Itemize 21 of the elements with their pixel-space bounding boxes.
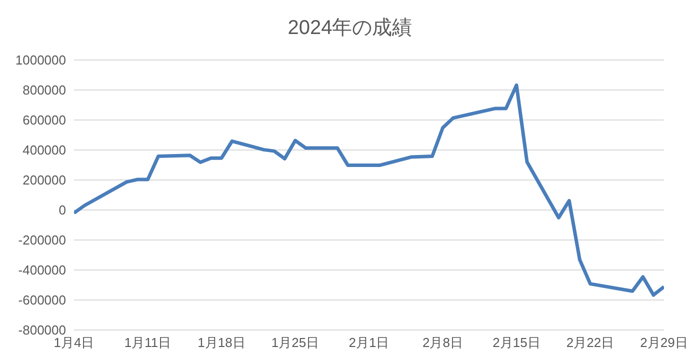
x-tick-label: 1月4日 — [54, 335, 94, 350]
y-tick-label: -600000 — [18, 292, 66, 308]
x-tick-label: 2月22日 — [566, 335, 614, 350]
line-series — [74, 83, 664, 297]
y-tick-label: 800000 — [22, 82, 66, 98]
x-tick-label: 1月11日 — [124, 335, 172, 350]
x-tick-label: 2月15日 — [492, 335, 540, 350]
x-tick-label: 2月1日 — [348, 335, 390, 350]
y-tick-label: -800000 — [18, 322, 66, 338]
chart-title: 2024年の成績 — [286, 16, 414, 41]
y-tick-label: 400000 — [22, 142, 66, 158]
y-tick-label: -400000 — [18, 262, 66, 278]
y-tick-label: 200000 — [22, 172, 66, 188]
y-tick-label: 0 — [58, 202, 66, 218]
y-tick-label: 600000 — [22, 112, 66, 128]
x-tick-label: 2月8日 — [422, 335, 463, 350]
y-tick-label: -200000 — [18, 232, 66, 248]
y-tick-label: 1000000 — [15, 52, 66, 68]
x-tick-label: 2月29日 — [640, 335, 688, 350]
x-tick-label: 1月18日 — [198, 335, 246, 350]
x-tick-label: 1月25日 — [271, 335, 320, 350]
